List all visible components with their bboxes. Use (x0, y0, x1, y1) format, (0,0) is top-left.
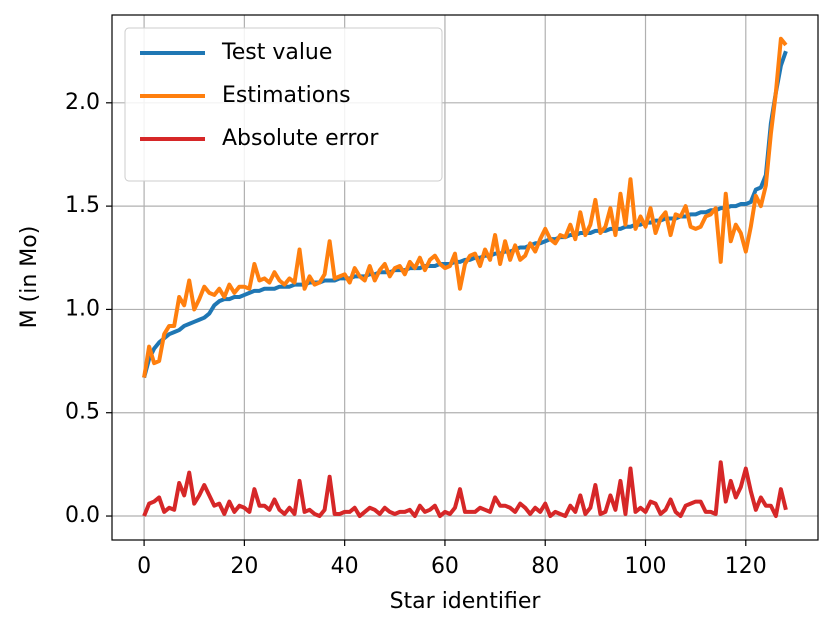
x-tick-label: 120 (725, 554, 767, 579)
x-tick-label: 80 (531, 554, 559, 579)
legend-box (124, 27, 443, 182)
plot-frame (111, 14, 819, 541)
x-tick-label: 20 (230, 554, 258, 579)
y-tick-label: 1.0 (65, 296, 100, 321)
y-tick-label: 0.0 (65, 503, 100, 528)
x-tick-label: 40 (331, 554, 359, 579)
x-tick-label: 60 (431, 554, 459, 579)
legend-label: Test value (221, 40, 332, 65)
data-line (142, 460, 788, 519)
x-tick-label: 100 (625, 554, 667, 579)
x-tick-label: 0 (137, 554, 151, 579)
legend-label: Estimations (222, 83, 351, 108)
data-line (142, 36, 788, 378)
y-axis-label: M (in Mo) (17, 226, 42, 329)
y-tick-label: 1.5 (65, 193, 100, 218)
legend-label: Absolute error (222, 126, 379, 151)
y-tick-label: 0.5 (65, 400, 100, 425)
y-tick-label: 2.0 (65, 90, 100, 115)
x-axis-label: Star identifier (390, 589, 542, 614)
